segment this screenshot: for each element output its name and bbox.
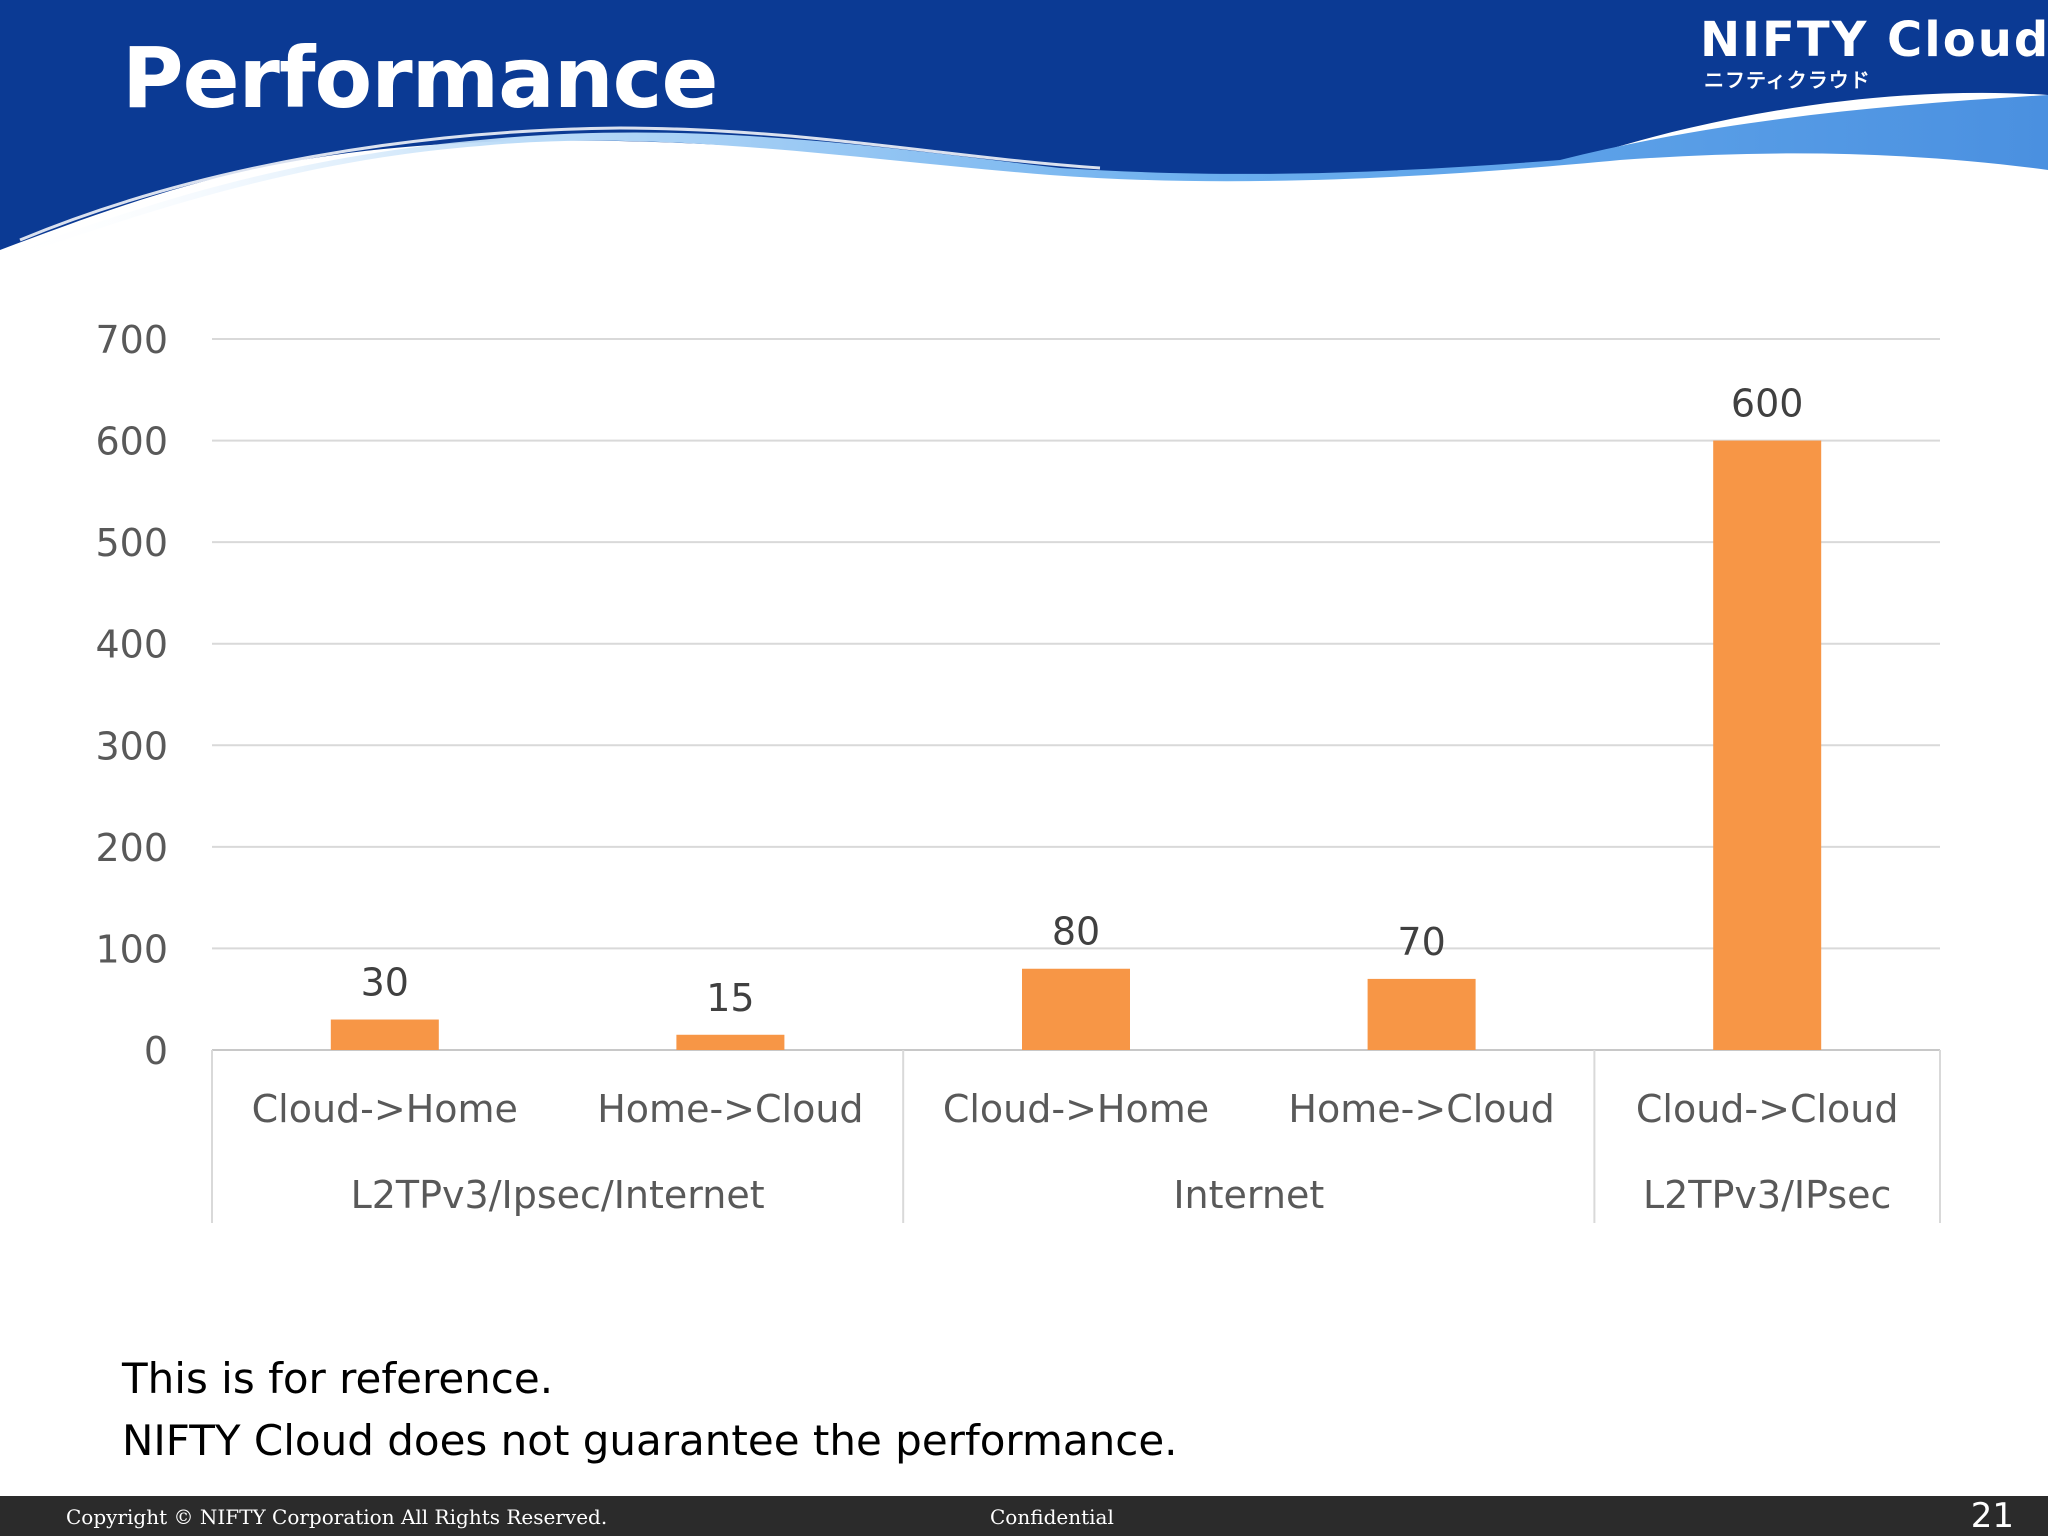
header-wave-banner [0, 0, 2048, 262]
gridlines [212, 338, 1940, 1051]
bar-4 [1367, 978, 1476, 1050]
y-axis: 0 100 200 300 400 500 600 700 [95, 318, 168, 1073]
data-labels: 30 15 80 70 600 [361, 382, 1804, 1020]
bar-3 [1022, 968, 1130, 1050]
x-category-label-2: Home->Cloud [597, 1087, 863, 1131]
bar-5 [1713, 440, 1822, 1051]
slide-header: Performance NIFTY Cloud ニフティクラウド [0, 0, 2048, 270]
footer-confidential: Confidential [990, 1505, 1114, 1529]
y-tick-label-0: 0 [144, 1029, 168, 1073]
data-label-1: 30 [361, 961, 409, 1005]
x-group-label-3: L2TPv3/IPsec [1643, 1173, 1891, 1217]
slide-footer: Copyright © NIFTY Corporation All Rights… [0, 1496, 2048, 1536]
x-group-label-2: Internet [1173, 1173, 1324, 1217]
page-number: 21 [1970, 1496, 2014, 1536]
x-group-label-1: L2TPv3/Ipsec/Internet [351, 1173, 765, 1217]
disclaimer-line-1: This is for reference. [122, 1354, 554, 1403]
x-category-label-3: Cloud->Home [943, 1087, 1209, 1131]
y-tick-label-200: 200 [95, 826, 168, 870]
x-axis: Cloud->Home Home->Cloud Cloud->Home Home->C… [211, 1050, 1941, 1223]
bar-1 [330, 1019, 439, 1050]
bars [330, 440, 1822, 1051]
disclaimer-note: This is for reference. NIFTY Cloud does … [122, 1348, 1178, 1472]
disclaimer-line-2: NIFTY Cloud does not guarantee the perfo… [122, 1416, 1178, 1465]
brand-subtitle: ニフティクラウド [1704, 68, 1871, 92]
data-label-4: 70 [1397, 920, 1445, 964]
data-label-2: 15 [706, 976, 754, 1020]
data-label-5: 600 [1731, 382, 1804, 426]
x-category-label-5: Cloud->Cloud [1636, 1087, 1899, 1131]
slide-title: Performance [122, 29, 718, 127]
y-tick-label-500: 500 [95, 521, 168, 565]
y-tick-label-100: 100 [95, 927, 168, 971]
data-label-3: 80 [1052, 910, 1100, 954]
brand-name: NIFTY Cloud [1700, 12, 2048, 68]
x-category-label-4: Home->Cloud [1288, 1087, 1554, 1131]
y-tick-label-300: 300 [95, 724, 168, 768]
bar-2 [676, 1034, 785, 1050]
y-tick-label-700: 700 [95, 318, 168, 362]
y-tick-label-600: 600 [95, 420, 168, 464]
nifty-cloud-logo: NIFTY Cloud ニフティクラウド [1700, 12, 2048, 92]
x-category-label-1: Cloud->Home [252, 1087, 518, 1131]
y-tick-label-400: 400 [95, 623, 168, 667]
footer-copyright: Copyright © NIFTY Corporation All Rights… [66, 1505, 608, 1529]
